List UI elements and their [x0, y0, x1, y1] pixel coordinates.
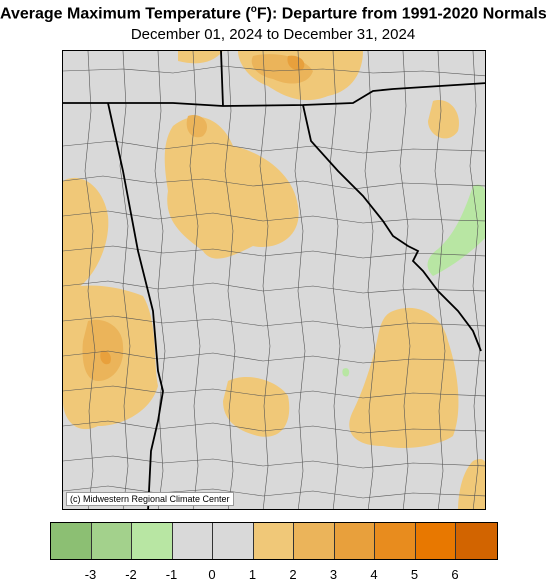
cool-region-coast: [427, 184, 485, 276]
anomaly-region-north-central: [164, 116, 299, 259]
legend-tick-label: 1: [248, 567, 257, 582]
legend-swatch: [172, 523, 213, 559]
credit-label: (c) Midwestern Regional Climate Center: [66, 492, 234, 506]
legend-swatch: [415, 523, 456, 559]
map-title: Average Maximum Temperature (oF): Depart…: [0, 4, 546, 23]
cool-region-dot: [342, 368, 350, 377]
map-subtitle: December 01, 2024 to December 31, 2024: [130, 26, 416, 43]
legend-swatch: [91, 523, 132, 559]
strong-region-west: [82, 319, 124, 381]
strong-region-north: [186, 115, 208, 138]
legend-swatch: [456, 523, 497, 559]
legend-tick-label: 5: [410, 567, 419, 582]
legend-tick-label: 3: [329, 567, 338, 582]
state-line-east: [302, 104, 482, 352]
state-line-north: [63, 82, 485, 107]
warmest-region-top: [287, 55, 305, 71]
legend-swatch: [51, 523, 92, 559]
anomaly-region-nw: [63, 177, 109, 291]
legend-tick-label: 4: [370, 567, 378, 582]
county-boundaries: [63, 51, 485, 509]
legend-swatch: [253, 523, 294, 559]
state-line-west: [107, 102, 164, 509]
legend-tick-label: 2: [289, 567, 297, 582]
anomaly-region-central: [223, 376, 290, 437]
color-legend: [50, 522, 498, 560]
warm-anomaly-regions: [63, 51, 485, 509]
anomaly-region-east: [349, 307, 459, 448]
anomaly-region-top-left: [178, 51, 223, 64]
legend-swatch: [294, 523, 335, 559]
legend-swatch: [334, 523, 375, 559]
legend-tick-label: 0: [208, 567, 216, 582]
legend-tick-label: -2: [125, 567, 137, 582]
anomaly-region-ne: [428, 100, 459, 139]
temperature-departure-map: (c) Midwestern Regional Climate Center: [62, 50, 486, 510]
legend-swatch: [375, 523, 416, 559]
legend-tick-label: -3: [84, 567, 97, 582]
legend-tick-label: 6: [451, 567, 459, 582]
legend-swatch: [213, 523, 254, 559]
cool-anomaly-regions: [342, 184, 485, 377]
map-canvas: [63, 51, 485, 509]
warmest-anomaly-regions: [100, 55, 305, 365]
legend-tick-label: -1: [165, 567, 178, 582]
legend-swatch: [132, 523, 173, 559]
state-line-north-left: [220, 51, 224, 107]
warmest-region-west: [100, 350, 111, 365]
state-boundaries: [63, 51, 485, 509]
anomaly-region-se: [458, 459, 485, 509]
